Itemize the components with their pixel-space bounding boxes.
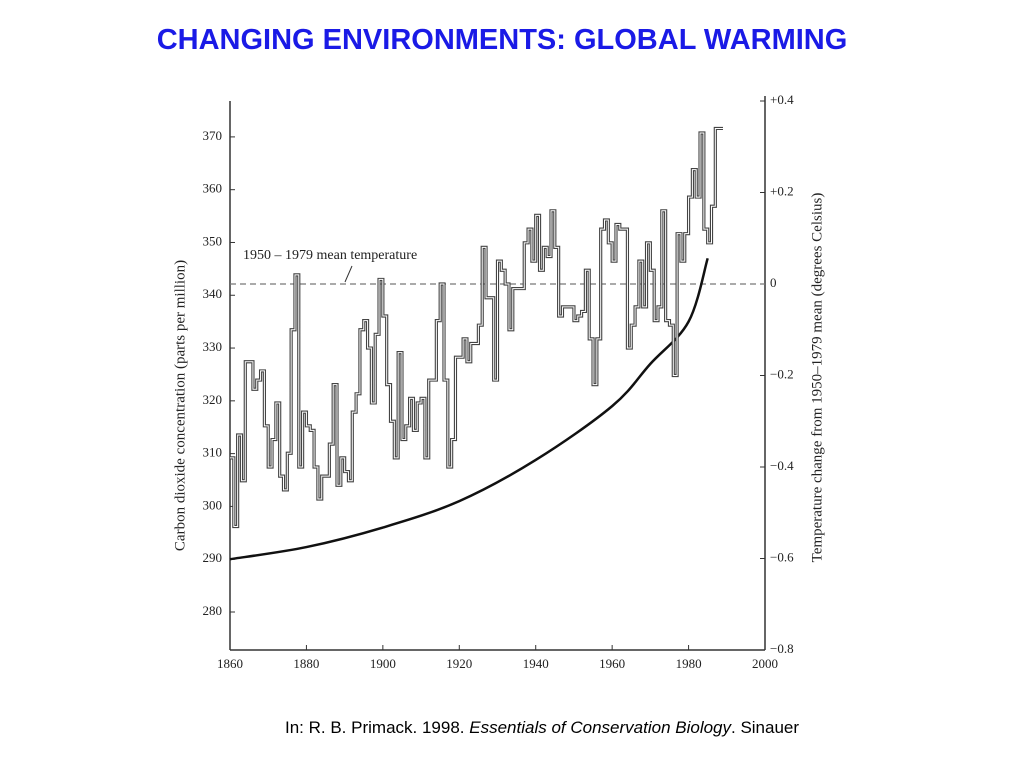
- x-tick-label: 2000: [752, 656, 778, 671]
- temperature-outline: [230, 126, 723, 529]
- caption-prefix: In: R. B. Primack. 1998.: [285, 718, 470, 737]
- temperature-inner: [230, 127, 723, 527]
- y2-tick-label: −0.8: [770, 641, 794, 656]
- x-tick-label: 1860: [217, 656, 243, 671]
- y2-tick-label: +0.4: [770, 92, 794, 107]
- y2-tick-label: −0.6: [770, 549, 794, 564]
- co2-line: [229, 257, 709, 561]
- y-tick-label: 340: [203, 286, 223, 301]
- y2-tick-label: 0: [770, 275, 777, 290]
- x-tick-label: 1920: [446, 656, 472, 671]
- y2-tick-label: −0.2: [770, 366, 794, 381]
- reference-label: 1950 – 1979 mean temperature: [243, 248, 417, 263]
- x-tick-label: 1900: [370, 656, 396, 671]
- y-axis-label: Carbon dioxide concentration (parts per …: [172, 260, 188, 551]
- x-tick-label: 1880: [293, 656, 319, 671]
- y2-axis-label: Temperature change from 1950–1979 mean (…: [809, 193, 825, 563]
- y2-tick-label: +0.2: [770, 183, 794, 198]
- caption-book: Essentials of Conservation Biology: [469, 718, 731, 737]
- y-tick-label: 300: [203, 497, 223, 512]
- y-tick-label: 370: [203, 128, 223, 143]
- y2-tick-label: −0.4: [770, 458, 794, 473]
- y-tick-label: 280: [203, 603, 223, 618]
- y-tick-label: 330: [203, 339, 223, 354]
- x-tick-label: 1940: [523, 656, 549, 671]
- caption: In: R. B. Primack. 1998. Essentials of C…: [285, 718, 799, 738]
- y-tick-label: 360: [203, 181, 223, 196]
- y-tick-label: 320: [203, 392, 223, 407]
- slide-title: CHANGING ENVIRONMENTS: GLOBAL WARMING: [156, 24, 848, 56]
- x-tick-label: 1980: [676, 656, 702, 671]
- x-tick-label: 1960: [599, 656, 625, 671]
- y-tick-label: 290: [203, 550, 223, 565]
- y-tick-label: 310: [203, 445, 223, 460]
- y-tick-label: 350: [203, 233, 223, 248]
- reference-pointer: [344, 265, 353, 283]
- caption-suffix: . Sinauer: [731, 718, 800, 737]
